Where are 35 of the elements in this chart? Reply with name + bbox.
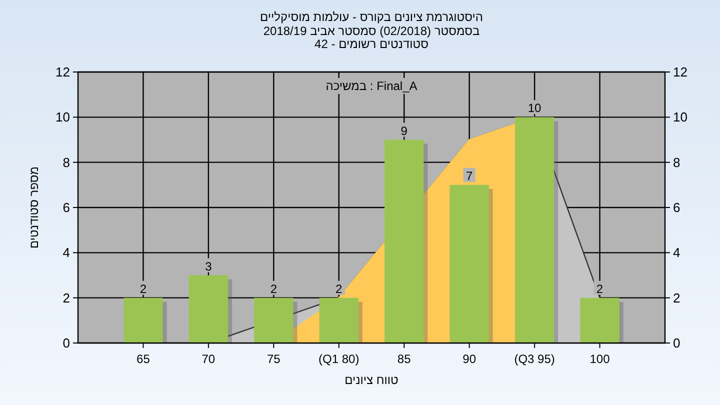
data-label: 2 [336,282,343,296]
y-tick-label: 2 [62,290,70,306]
x-tick-label: 70 [202,352,216,366]
data-label: 7 [466,168,473,183]
x-tick-label: 90 [462,352,476,366]
x-tick-label: 85 [397,352,412,366]
y2-tick-label: 12 [673,64,688,80]
data-label: 2 [596,282,604,296]
data-label: 10 [528,101,542,116]
x-tick-label: 75 [266,352,281,366]
y2-tick-label: 4 [673,245,680,260]
x-tick-label: 65 [136,352,150,366]
x-axis-title: טווח ציונים [344,373,399,387]
y-tick-label: 4 [62,245,70,260]
y-tick-label: 8 [62,154,70,170]
y2-tick-label: 10 [673,110,688,125]
y-tick-label: 10 [56,110,70,125]
y-tick-label: 12 [56,64,70,80]
y2-tick-label: 8 [673,154,680,170]
x-tick-label: (Q1 80) [318,352,360,366]
data-label: 2 [270,282,278,296]
x-tick-label: 100 [590,352,610,366]
y-tick-label: 0 [62,336,70,350]
data-label: 2 [140,282,147,296]
annotation: Final_A : במשיכה [326,79,418,93]
chart-subtitle: בסמסטר (02/2018) סמסטר אביב 2018/19 סטודנטים רשומים - 42 [263,24,480,51]
y2-tick-label: 2 [673,290,680,306]
y-tick-label: 6 [62,200,70,215]
y2-tick-label: 0 [673,336,680,350]
data-label: 3 [205,259,212,274]
y2-tick-label: 6 [673,200,680,215]
y-axis-title: מספר סטודנטים [27,166,41,249]
data-label: 9 [400,124,408,138]
x-tick-label: (Q3 95) [514,352,555,366]
chart-title: היסטוגרמת ציונים בקורס - עולמות מוסיקליים [260,10,483,24]
